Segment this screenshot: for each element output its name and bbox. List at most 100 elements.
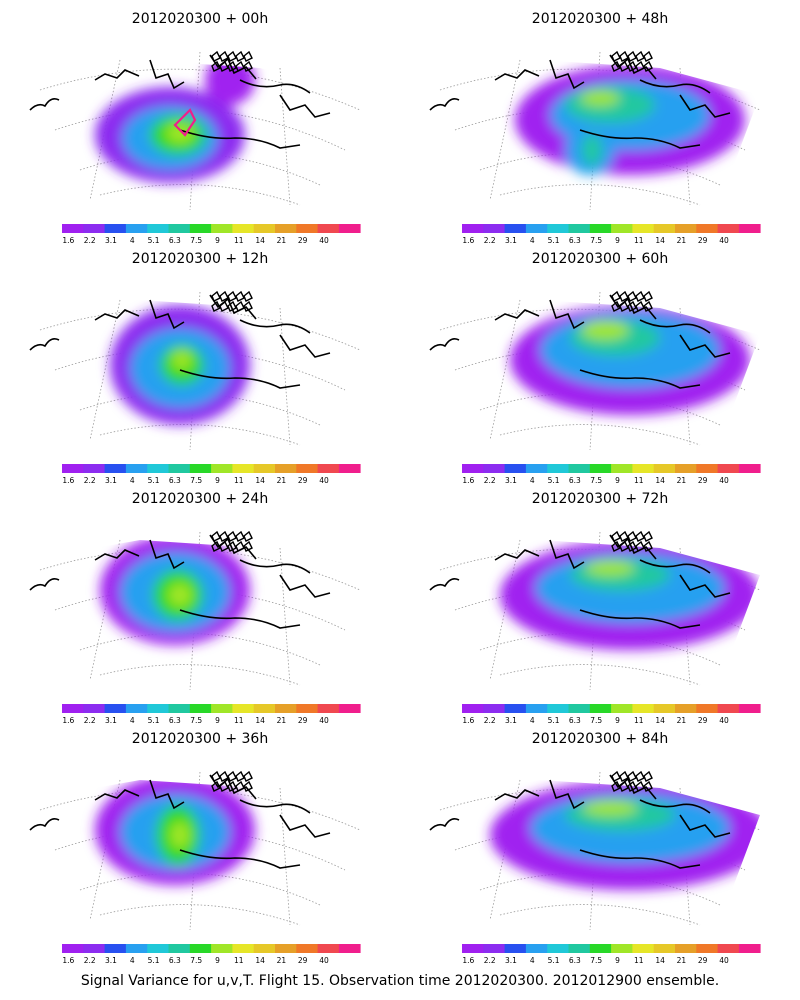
colorbar-label: 2.2 [84,236,96,245]
colorbar-label: 1.6 [462,716,474,725]
coastline [429,774,731,869]
colorbar-label: 11 [234,236,244,245]
variance-contour [172,350,192,370]
map-panel: 2012020300 + 48h 1.6 2.2 3.1 4 5.1 6.3 7.5 9 11 14… [429,11,761,245]
colorbar: 1.6 2.2 3.1 4 5.1 6.3 7.5 9 11 14 21 29 40 [62,944,361,965]
colorbar-swatch [483,704,505,713]
colorbar-label: 21 [677,956,687,965]
colorbar-swatch [632,944,655,953]
colorbar-label: 14 [255,236,265,245]
colorbar-swatch [589,224,612,233]
colorbar-label: 6.3 [569,716,581,725]
colorbar-label: 7.5 [190,236,202,245]
colorbar-label: 7.5 [590,476,602,485]
colorbar-swatch [253,704,276,713]
colorbar-swatch [696,464,718,473]
variance-field [490,780,760,890]
colorbar-swatch [232,224,255,233]
colorbar-label: 14 [655,716,665,725]
colorbar-swatch [462,704,484,713]
colorbar-swatch [338,944,361,953]
arctic-islands [611,770,653,792]
colorbar-swatch [211,464,233,473]
colorbar: 1.6 2.2 3.1 4 5.1 6.3 7.5 9 11 14 21 29 40 [462,224,761,245]
colorbar-swatch [296,704,318,713]
colorbar-label: 11 [234,476,244,485]
colorbar-swatch [547,224,569,233]
colorbar-swatch [568,224,591,233]
variance-contour [166,123,194,143]
arctic-islands [211,50,253,72]
colorbar-swatch [589,704,612,713]
colorbar-swatch [296,224,318,233]
colorbar-swatch [717,464,740,473]
variance-contour [168,583,192,607]
colorbar-label: 1.6 [462,956,474,965]
colorbar-swatch [611,464,633,473]
colorbar-label: 29 [298,956,308,965]
colorbar-swatch [462,224,484,233]
colorbar-swatch [675,224,697,233]
colorbar-label: 29 [298,716,308,725]
colorbar-label: 6.3 [569,956,581,965]
arctic-islands [211,770,253,792]
colorbar-label: 1.6 [62,476,74,485]
arctic-islands [211,530,253,552]
colorbar-label: 4 [130,236,135,245]
panel-title: 2012020300 + 72h [532,491,668,507]
colorbar-label: 4 [530,956,535,965]
colorbar-label: 2.2 [84,476,96,485]
colorbar-swatch [147,464,169,473]
colorbar-label: 21 [277,716,287,725]
colorbar: 1.6 2.2 3.1 4 5.1 6.3 7.5 9 11 14 21 29 40 [62,224,361,245]
colorbar-swatch [547,464,569,473]
variance-contour [582,800,638,816]
colorbar-label: 3.1 [105,236,117,245]
colorbar-label: 9 [615,476,620,485]
coastline [429,534,731,629]
coastline [29,774,331,869]
panel-title: 2012020300 + 00h [132,11,268,27]
colorbar-label: 5.1 [148,236,160,245]
map-panel: 2012020300 + 72h 1.6 2.2 3.1 4 5.1 6.3 7.5 9 11 14… [429,491,761,725]
colorbar-label: 3.1 [105,956,117,965]
colorbar-label: 7.5 [590,236,602,245]
coastline [429,294,731,389]
colorbar-swatch [653,224,676,233]
colorbar-label: 1.6 [462,476,474,485]
colorbar-label: 21 [277,476,287,485]
colorbar-swatch [168,464,191,473]
map-panel: 2012020300 + 00h 1.6 2.2 3.1 4 5.1 6.3 7.5 9 11 14… [29,11,361,245]
colorbar-label: 6.3 [169,956,181,965]
colorbar-swatch [189,464,212,473]
variance-field [95,780,255,885]
panel-title: 2012020300 + 36h [132,731,268,747]
colorbar-swatch [483,944,505,953]
colorbar-label: 9 [615,716,620,725]
map-panel: 2012020300 + 36h 1.6 2.2 3.1 4 5.1 6.3 7.5 9 11 14… [29,731,361,965]
colorbar-label: 5.1 [148,956,160,965]
colorbar-swatch [211,704,233,713]
colorbar-swatch [589,464,612,473]
colorbar-label: 3.1 [505,956,517,965]
colorbar-swatch [632,464,655,473]
colorbar-label: 29 [698,476,708,485]
colorbar-label: 11 [634,716,644,725]
panel-title: 2012020300 + 24h [132,491,268,507]
colorbar-label: 4 [530,236,535,245]
colorbar-swatch [717,944,740,953]
colorbar-label: 21 [677,716,687,725]
colorbar-label: 2.2 [484,236,496,245]
colorbar-label: 21 [277,236,287,245]
colorbar-swatch [717,704,740,713]
colorbar-label: 4 [130,476,135,485]
colorbar-label: 2.2 [484,716,496,725]
colorbar-label: 40 [319,956,329,965]
colorbar-swatch [547,944,569,953]
colorbar-label: 7.5 [590,716,602,725]
colorbar-label: 5.1 [148,476,160,485]
map-panel: 2012020300 + 84h 1.6 2.2 3.1 4 5.1 6.3 7.5 9 11 14… [429,731,761,965]
colorbar-swatch [653,464,676,473]
colorbar-swatch [168,704,191,713]
